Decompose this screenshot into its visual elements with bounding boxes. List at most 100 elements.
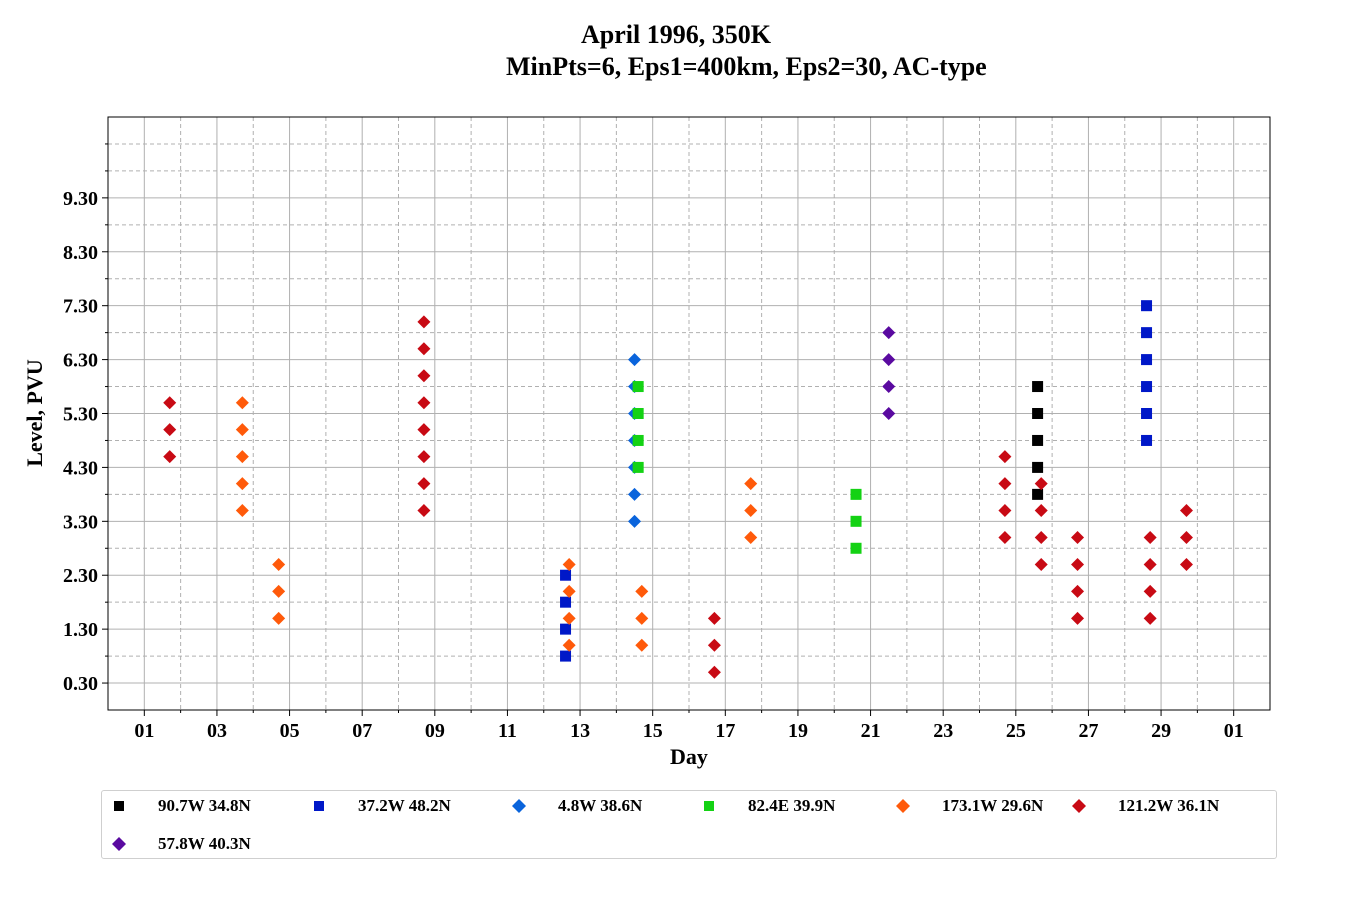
legend-label: 4.8W 38.6N [558,796,643,815]
data-point [744,530,758,544]
data-point [1032,434,1044,446]
data-point [632,381,644,393]
data-point [635,611,649,625]
square-marker-icon [112,799,126,813]
data-point [1034,530,1048,544]
y-tick-label: 3.30 [63,511,98,533]
data-point [235,477,249,491]
data-point [235,423,249,437]
data-point [1143,530,1157,544]
data-point [628,487,642,501]
data-point [235,450,249,464]
data-point [163,450,177,464]
data-point [632,461,644,473]
y-tick-label: 6.30 [63,350,98,372]
data-point [632,408,644,419]
data-point [707,638,721,652]
scatter-plot: 01 03 05 07 09 11 13 15 17 19 21 23 25 27 29 01 0.30 1.30… [22,116,1271,769]
data-point [1071,584,1085,598]
y-tick-label: 9.30 [63,188,98,210]
legend-label: 173.1W 29.6N [942,796,1044,815]
data-point [1034,557,1048,571]
data-point [1141,381,1153,393]
data-point [1032,488,1044,500]
legend-item: 121.2W 36.1N [1072,794,1219,818]
data-point [707,665,721,679]
y-axis-label: Level, PVU [22,359,47,467]
x-tick-label: 23 [933,720,953,742]
x-tick-label: 15 [643,720,663,742]
y-tick-label: 8.30 [63,242,98,264]
legend-item: 173.1W 29.6N [896,794,1043,818]
legend-item: 4.8W 38.6N [512,794,642,818]
data-point [998,504,1012,518]
x-tick-label: 05 [280,720,300,742]
data-point [272,584,286,598]
data-point [1141,354,1153,366]
legend-label: 57.8W 40.3N [158,834,251,853]
data-point [1141,300,1153,312]
data-point [163,396,177,410]
data-point [882,407,896,420]
x-tick-label: 07 [352,720,372,742]
x-axis-label: Day [670,744,708,769]
data-point [850,488,862,500]
data-point [882,353,896,367]
data-point [1032,408,1044,419]
x-tick-label: 17 [715,720,735,742]
data-point [628,353,642,367]
data-point [417,504,431,518]
x-tick-label: 19 [788,720,808,742]
legend-label: 121.2W 36.1N [1118,796,1220,815]
data-point [1179,504,1193,518]
data-point [882,380,896,394]
data-point [417,315,431,329]
square-marker-icon [702,799,716,813]
legend-item: 82.4E 39.9N [702,794,835,818]
data-point [417,423,431,437]
data-point [417,477,431,491]
data-point [1179,530,1193,544]
x-tick-label: 27 [1078,720,1098,742]
data-point [1141,408,1153,419]
data-point [562,584,576,598]
axis-ticks: 01 03 05 07 09 11 13 15 17 19 21 23 25 27 29 01 0.30 1.30… [63,143,1244,742]
data-point [1071,557,1085,571]
data-point [417,450,431,464]
x-tick-label: 01 [134,720,154,742]
x-tick-label: 09 [425,720,445,742]
data-point [562,557,576,571]
diamond-marker-icon [1072,799,1086,813]
data-point [562,638,576,652]
data-point [998,477,1012,491]
data-point [635,584,649,598]
chart-subtitle: MinPts=6, Eps1=400km, Eps2=30, AC-type [506,52,987,81]
square-marker-icon [312,799,326,813]
data-point [850,515,862,527]
data-point [560,569,572,581]
data-point [1034,504,1048,518]
data-point [1179,557,1193,571]
data-point [560,596,572,608]
x-tick-label: 29 [1151,720,1171,742]
data-point [744,504,758,518]
grid [108,117,1270,710]
chart-title: April 1996, 350K [581,20,771,49]
diamond-marker-icon [112,837,126,851]
data-point [707,611,721,625]
data-point [272,557,286,571]
diamond-marker-icon [896,799,910,813]
x-tick-label: 03 [207,720,227,742]
data-point [998,450,1012,464]
data-point [1034,477,1048,491]
data-point [1141,434,1153,446]
data-point [628,514,642,528]
data-point [560,623,572,635]
data-point [235,504,249,518]
data-point [272,611,286,625]
diamond-marker-icon [512,799,526,813]
legend-item: 37.2W 48.2N [312,794,451,818]
data-points [163,300,1193,679]
data-point [998,530,1012,544]
legend-label: 82.4E 39.9N [748,796,836,815]
